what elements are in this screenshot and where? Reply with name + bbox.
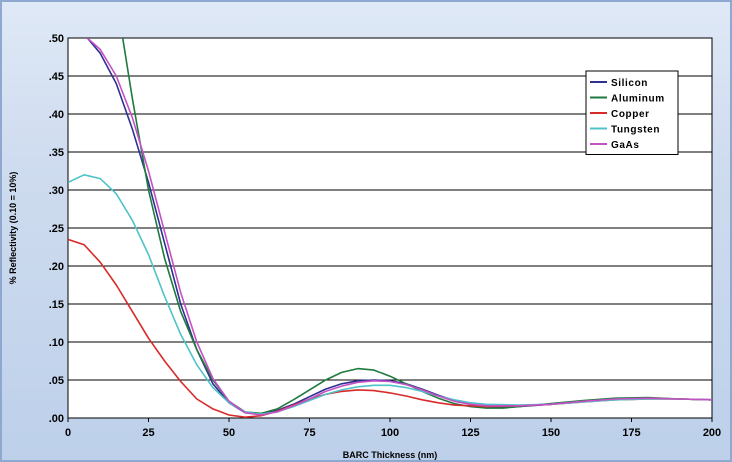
x-tick-label: 0 xyxy=(65,427,71,439)
y-tick-label: .00 xyxy=(49,413,64,425)
y-tick-label: .40 xyxy=(49,109,64,121)
legend-box xyxy=(585,70,679,155)
x-tick-label: 25 xyxy=(142,427,154,439)
legend-label: Tungsten xyxy=(611,125,660,136)
legend-label: Copper xyxy=(611,109,650,120)
x-tick-label: 125 xyxy=(461,427,479,439)
series-line-gaas xyxy=(86,38,712,416)
x-axis-ticks: 0 25 50 75 100 125 150 175 200 xyxy=(65,418,721,439)
y-tick-label: .30 xyxy=(49,185,64,197)
y-tick-label: .45 xyxy=(49,71,64,83)
legend-label: Aluminum xyxy=(611,94,665,105)
x-tick-label: 75 xyxy=(303,427,315,439)
x-tick-label: 150 xyxy=(542,427,560,439)
legend: Silicon Aluminum Copper Tungsten GaAs xyxy=(585,70,679,155)
x-tick-label: 175 xyxy=(622,427,640,439)
x-tick-label: 200 xyxy=(703,427,721,439)
y-axis-ticks: .00 .05 .10 .15 .20 .25 .30 .35 .40 .45 .50 xyxy=(49,33,64,425)
y-tick-label: .35 xyxy=(49,147,64,159)
y-tick-label: .25 xyxy=(49,223,64,235)
y-tick-label: .20 xyxy=(49,261,64,273)
y-tick-label: .50 xyxy=(49,33,64,45)
y-axis-title: % Reflectivity (0.10 = 10%) xyxy=(8,172,18,285)
y-tick-label: .05 xyxy=(49,375,64,387)
y-tick-label: .10 xyxy=(49,337,64,349)
legend-label: GaAs xyxy=(611,140,640,151)
x-tick-label: 50 xyxy=(223,427,235,439)
x-tick-label: 100 xyxy=(381,427,399,439)
y-tick-label: .15 xyxy=(49,299,64,311)
legend-label: Silicon xyxy=(611,78,648,89)
x-axis-title: BARC Thickness (nm) xyxy=(343,450,438,460)
series-lines xyxy=(68,38,712,418)
